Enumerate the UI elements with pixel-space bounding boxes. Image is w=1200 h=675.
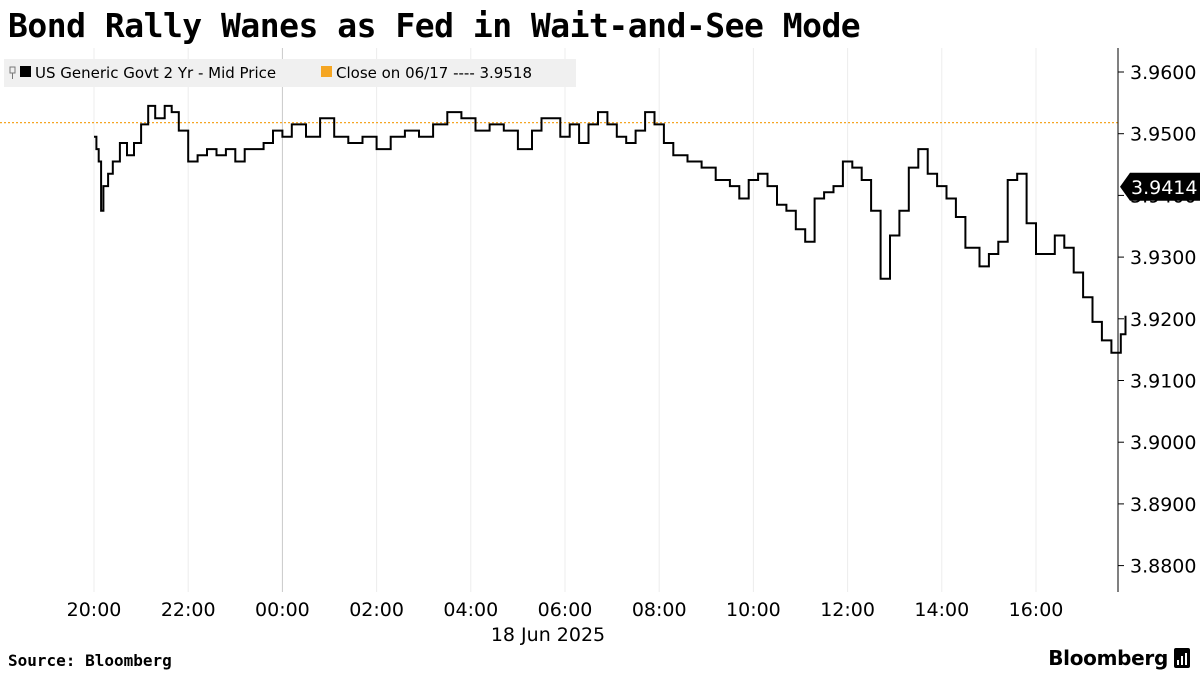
source-note: Source: Bloomberg <box>8 651 172 670</box>
chart-legend: US Generic Govt 2 Yr - Mid Price Close o… <box>4 59 576 87</box>
last-value-tag: 3.9414 <box>1120 172 1200 201</box>
legend-background <box>4 59 576 87</box>
y-axis: 3.96003.95003.94003.93003.92003.91003.90… <box>1117 48 1196 592</box>
legend-handle-icon <box>9 66 16 79</box>
page-title: Bond Rally Wanes as Fed in Wait-and-See … <box>8 6 861 45</box>
x-tick-label: 14:00 <box>914 599 969 621</box>
y-tick-label: 3.9600 <box>1130 62 1196 84</box>
x-tick-label: 10:00 <box>726 599 781 621</box>
x-tick-label: 06:00 <box>538 599 593 621</box>
last-value-label: 3.9414 <box>1131 177 1197 199</box>
x-tick-label: 02:00 <box>349 599 404 621</box>
last-value-tag-background <box>1120 172 1200 201</box>
y-tick-label: 3.9500 <box>1130 124 1196 146</box>
x-tick-label: 04:00 <box>443 599 498 621</box>
bloomberg-logo: Bloomberg <box>1048 646 1190 670</box>
legend-label-price: US Generic Govt 2 Yr - Mid Price <box>35 64 276 82</box>
y-tick-label: 3.9300 <box>1130 247 1196 269</box>
y-tick-label: 3.8900 <box>1130 494 1196 516</box>
x-tick-label: 22:00 <box>161 599 216 621</box>
y-tick-label: 3.9000 <box>1130 432 1196 454</box>
x-tick-label: 00:00 <box>255 599 310 621</box>
x-date-label: 18 Jun 2025 <box>491 624 605 646</box>
x-tick-label: 16:00 <box>1009 599 1064 621</box>
chart-gridlines <box>93 48 1037 592</box>
brand-name: Bloomberg <box>1048 646 1168 670</box>
legend-label-close: Close on 06/17 ---- 3.9518 <box>336 64 532 82</box>
x-tick-label: 20:00 <box>67 599 122 621</box>
x-tick-label: 08:00 <box>632 599 687 621</box>
x-axis: 20:00 22:00 00:00 02:00 04:00 06:00 08:00 10:00… <box>67 599 1064 646</box>
legend-swatch-price <box>20 66 31 77</box>
legend-swatch-close <box>321 66 332 77</box>
x-tick-label: 12:00 <box>820 599 875 621</box>
price-series-line <box>94 104 1127 354</box>
y-tick-label: 3.8800 <box>1130 556 1196 578</box>
y-tick-label: 3.9200 <box>1130 309 1196 331</box>
y-tick-label: 3.9100 <box>1130 371 1196 393</box>
bloomberg-chart-icon <box>1174 648 1190 668</box>
